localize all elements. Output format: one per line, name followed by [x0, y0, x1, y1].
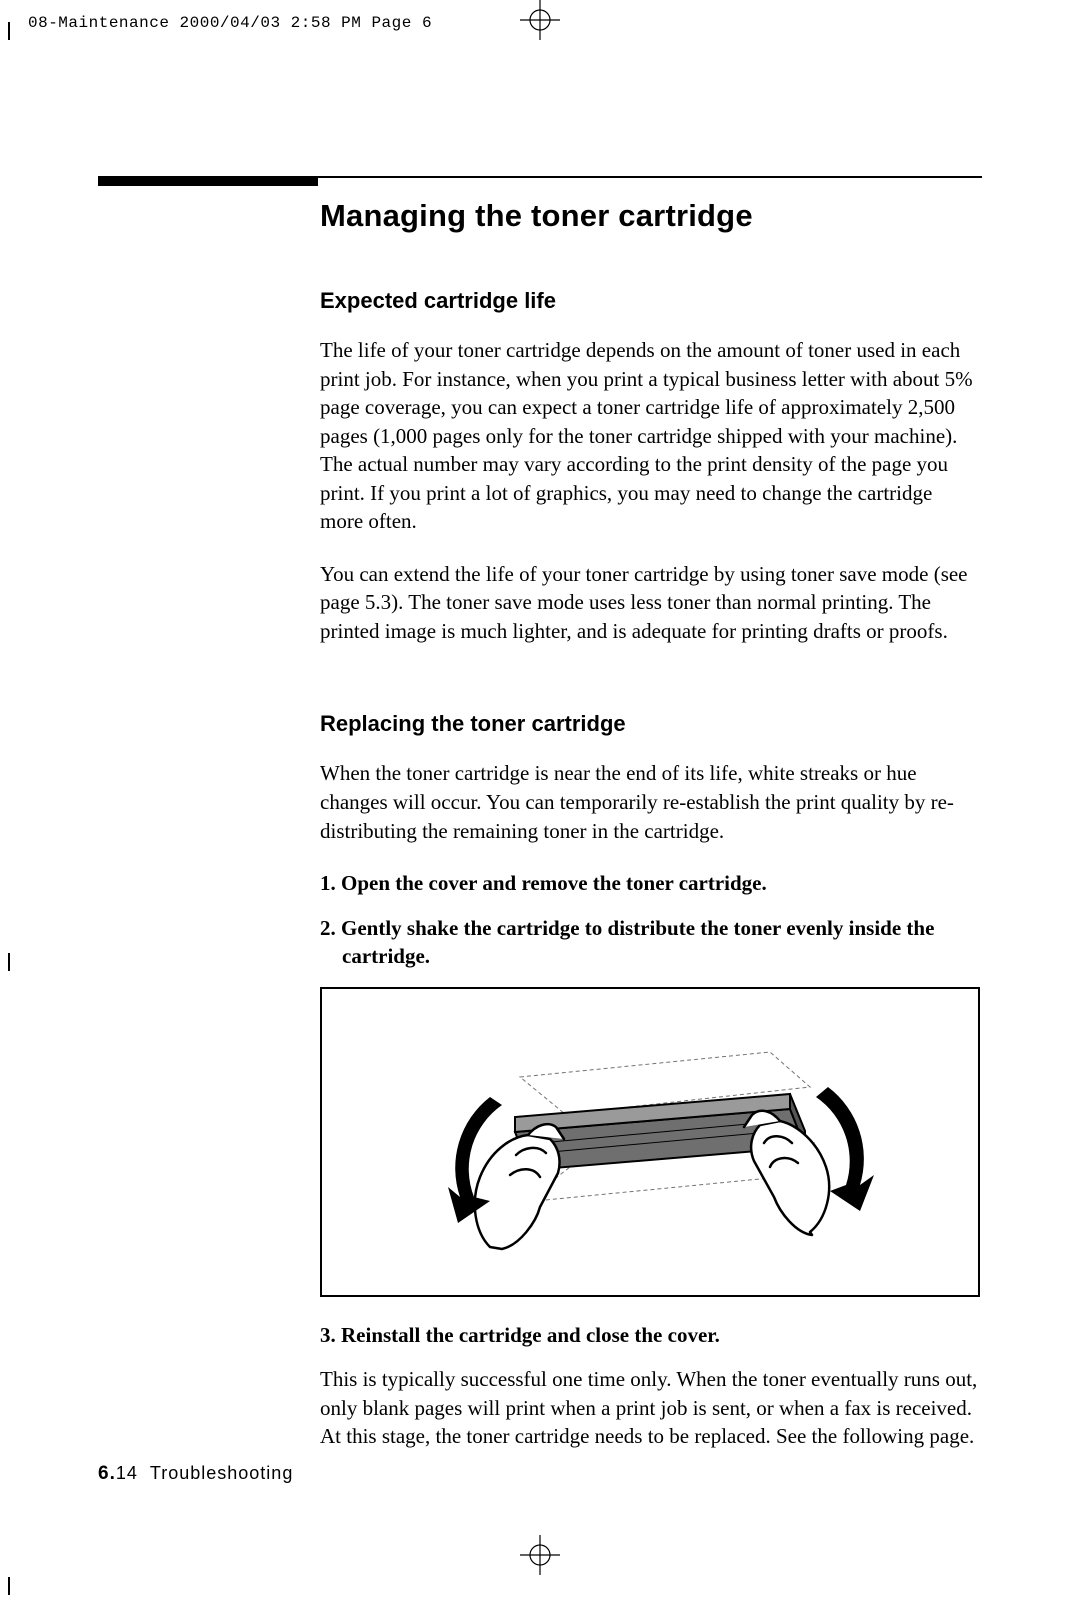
subheading-expected-life: Expected cartridge life	[320, 288, 980, 314]
footer-section-label: Troubleshooting	[150, 1463, 293, 1483]
step-item: Reinstall the cartridge and close the co…	[320, 1321, 980, 1350]
steps-list-continued: Reinstall the cartridge and close the co…	[320, 1321, 980, 1350]
body-paragraph: The life of your toner cartridge depends…	[320, 336, 980, 536]
figure-shake-cartridge	[320, 987, 980, 1297]
page: 08-Maintenance 2000/04/03 2:58 PM Page 6…	[0, 0, 1080, 1605]
content-column: Managing the toner cartridge Expected ca…	[320, 198, 980, 1475]
steps-list: Open the cover and remove the toner cart…	[320, 869, 980, 971]
crop-mark-bottom-icon	[520, 1535, 560, 1575]
edge-tick-icon	[8, 22, 10, 40]
page-title: Managing the toner cartridge	[320, 198, 980, 234]
print-run-header: 08-Maintenance 2000/04/03 2:58 PM Page 6	[28, 14, 432, 32]
page-number-minor: 14	[116, 1463, 138, 1483]
body-paragraph: You can extend the life of your toner ca…	[320, 560, 980, 646]
spacer	[320, 669, 980, 711]
header-rule-thick	[98, 176, 318, 186]
page-footer: 6.14 Troubleshooting	[98, 1463, 293, 1485]
edge-tick-icon	[8, 953, 10, 971]
body-paragraph: When the toner cartridge is near the end…	[320, 759, 980, 845]
cartridge-shake-illustration-icon	[340, 997, 960, 1287]
step-item: Gently shake the cartridge to distribute…	[320, 914, 980, 971]
edge-tick-icon	[8, 1577, 10, 1595]
crop-mark-top-icon	[520, 0, 560, 40]
step-item: Open the cover and remove the toner cart…	[320, 869, 980, 898]
subheading-replacing: Replacing the toner cartridge	[320, 711, 980, 737]
body-paragraph: This is typically successful one time on…	[320, 1365, 980, 1451]
page-number-major: 6.	[98, 1463, 116, 1484]
